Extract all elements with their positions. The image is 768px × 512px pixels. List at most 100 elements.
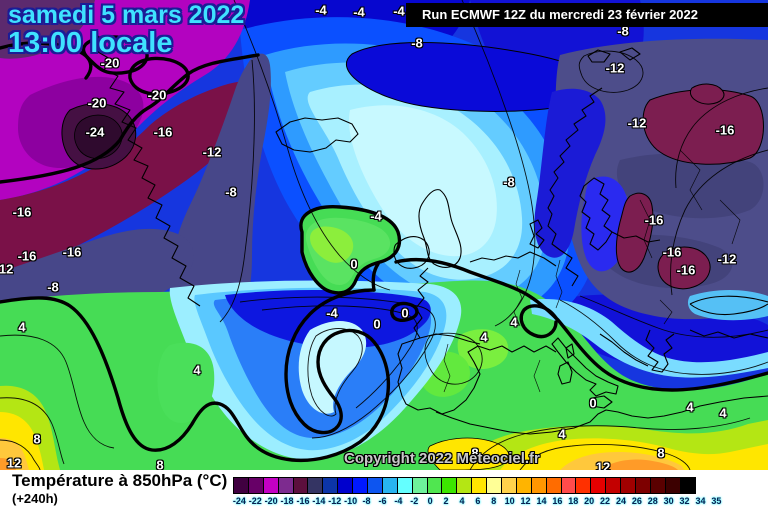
legend-cell — [277, 477, 294, 494]
legend-cell — [322, 477, 339, 494]
temp-label: -4 — [353, 4, 365, 20]
temp-label: 4 — [480, 329, 488, 345]
legend-cell — [367, 477, 383, 494]
legend-tick: 20 — [584, 496, 595, 506]
copyright-text: Copyright 2022 Meteociel.fr — [344, 450, 540, 467]
legend-cell — [441, 477, 458, 494]
temp-label: -16 — [662, 244, 682, 260]
legend-cell — [530, 477, 547, 494]
legend-cell — [426, 477, 443, 494]
legend-tick: 22 — [600, 496, 611, 506]
temp-label: -12 — [202, 144, 222, 160]
legend-tick: 10 — [504, 496, 515, 506]
temp-label: -4 — [315, 2, 327, 18]
temp-label: -8 — [411, 35, 423, 51]
temp-label: -16 — [676, 262, 696, 278]
legend-tick: 28 — [647, 496, 658, 506]
temp-label: -16 — [644, 212, 664, 228]
legend-cell — [649, 477, 666, 494]
legend-cell — [590, 477, 607, 494]
legend-tick: 18 — [568, 496, 579, 506]
legend-cell — [486, 477, 503, 494]
legend-tick: -16 — [296, 496, 310, 506]
temp-label: -12 — [605, 60, 625, 76]
temp-label: 8 — [657, 445, 665, 461]
legend-tick: 34 — [695, 496, 706, 506]
thick-isotherms — [0, 35, 768, 463]
legend-cell — [501, 477, 517, 494]
temp-label: 4 — [558, 426, 566, 442]
legend-cell — [575, 477, 592, 494]
legend-tick: 12 — [520, 496, 531, 506]
atlantic-green-blob — [300, 206, 400, 293]
temp-label: 0 — [401, 305, 409, 321]
legend-cell — [381, 477, 398, 494]
legend-cell — [545, 477, 562, 494]
run-info-banner: Run ECMWF 12Z du mercredi 23 février 202… — [406, 3, 768, 27]
legend-tick: 4 — [459, 496, 465, 506]
temp-label: -8 — [47, 279, 59, 295]
legend-cell — [262, 477, 279, 494]
legend-cell — [635, 477, 651, 494]
temp-label: 8 — [471, 445, 479, 461]
cold-maroon-patches — [615, 83, 764, 290]
thin-isotherms — [0, 0, 768, 470]
legend-tick: 2 — [443, 496, 449, 506]
legend-cell — [515, 477, 532, 494]
legend-tick: -8 — [362, 496, 371, 506]
legend-tick: -22 — [248, 496, 262, 506]
legend-cell — [247, 477, 264, 494]
map-title: Température à 850hPa (°C) — [12, 471, 228, 490]
temp-label: -20 — [100, 55, 120, 71]
legend-tick: 16 — [552, 496, 563, 506]
temp-label: -16 — [715, 122, 735, 138]
legend-tick: -14 — [312, 496, 326, 506]
legend-tick: 30 — [663, 496, 674, 506]
temp-label: 8 — [156, 457, 164, 471]
greenland-cold-region — [0, 0, 271, 327]
temp-label: -12 — [0, 261, 14, 277]
legend-cell — [664, 477, 681, 494]
temp-label: -8 — [503, 174, 515, 190]
legend-tick: -4 — [394, 496, 403, 506]
temp-label: -16 — [62, 244, 82, 260]
temp-label: -20 — [87, 95, 107, 111]
legend-bar — [233, 477, 696, 494]
legend-tick: -6 — [378, 496, 387, 506]
temp-label: -8 — [225, 184, 237, 200]
temp-label: 4 — [193, 362, 201, 378]
legend-cell — [233, 477, 249, 494]
legend-tick: 8 — [491, 496, 497, 506]
legend-tick: 26 — [631, 496, 642, 506]
temp-label: 12 — [595, 459, 611, 471]
temp-label: -20 — [147, 87, 167, 103]
temp-label: 4 — [18, 319, 26, 335]
legend-tick: -20 — [264, 496, 278, 506]
temp-label: 12 — [6, 455, 22, 471]
temp-label: -4 — [326, 305, 338, 321]
temp-label: -16 — [17, 248, 37, 264]
temp-label: -4 — [393, 3, 405, 19]
temp-label: -8 — [617, 23, 629, 39]
forecast-hour: (+240h) — [12, 491, 58, 506]
date-block: samedi 5 mars 2022 13:00 locale — [8, 2, 244, 58]
temp-label: 4 — [719, 405, 727, 421]
legend-cell — [605, 477, 622, 494]
legend-tick: 35 — [711, 496, 722, 506]
legend-cell — [456, 477, 473, 494]
temp-label: -24 — [85, 124, 105, 140]
temp-label: -12 — [627, 115, 647, 131]
legend-cell — [292, 477, 309, 494]
map-canvas: -20-20-20-24-16-12-8-16-16-16-12-8-4-4-4… — [0, 0, 768, 470]
legend-tick: -18 — [280, 496, 294, 506]
legend-tick: -10 — [344, 496, 358, 506]
temp-label: 4 — [686, 399, 694, 415]
legend-cell — [620, 477, 637, 494]
temp-label: 8 — [33, 431, 41, 447]
legend-tick: 0 — [427, 496, 433, 506]
legend-cell — [560, 477, 577, 494]
legend-cell — [679, 477, 696, 494]
legend-cell — [307, 477, 324, 494]
borders — [443, 149, 741, 393]
